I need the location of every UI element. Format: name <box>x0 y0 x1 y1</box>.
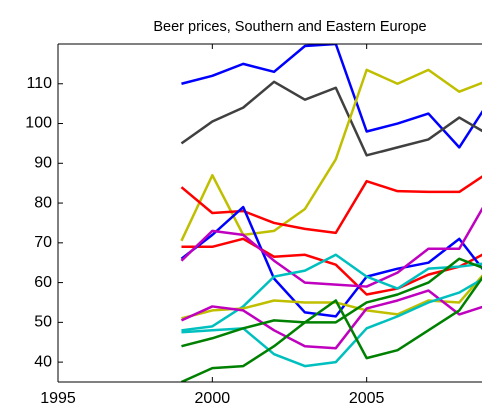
series-line <box>180 80 482 157</box>
series-line <box>181 277 482 368</box>
series-line <box>180 68 482 242</box>
y-tick-label: 70 <box>34 234 52 251</box>
y-tick-label: 90 <box>34 155 52 172</box>
x-tick-label: 2005 <box>349 390 385 407</box>
series-line <box>181 44 482 149</box>
x-tick-label: 2000 <box>195 390 231 407</box>
y-tick-label: 40 <box>34 353 52 370</box>
y-tick-label: 50 <box>34 314 52 331</box>
y-tick-label: 100 <box>25 115 52 132</box>
chart-title: Beer prices, Southern and Eastern Europe <box>153 19 426 35</box>
plot-area <box>180 44 482 382</box>
series-line <box>181 253 482 332</box>
series-line <box>180 206 482 288</box>
y-tick-label: 60 <box>34 274 52 291</box>
series-line <box>181 237 482 296</box>
x-tick-label: 1995 <box>40 390 76 407</box>
y-tick-label: 80 <box>34 194 52 211</box>
series-line <box>180 276 482 382</box>
series-line <box>180 205 482 318</box>
series-line <box>181 257 482 348</box>
y-tick-label: 110 <box>26 75 52 92</box>
series-line <box>180 175 482 235</box>
